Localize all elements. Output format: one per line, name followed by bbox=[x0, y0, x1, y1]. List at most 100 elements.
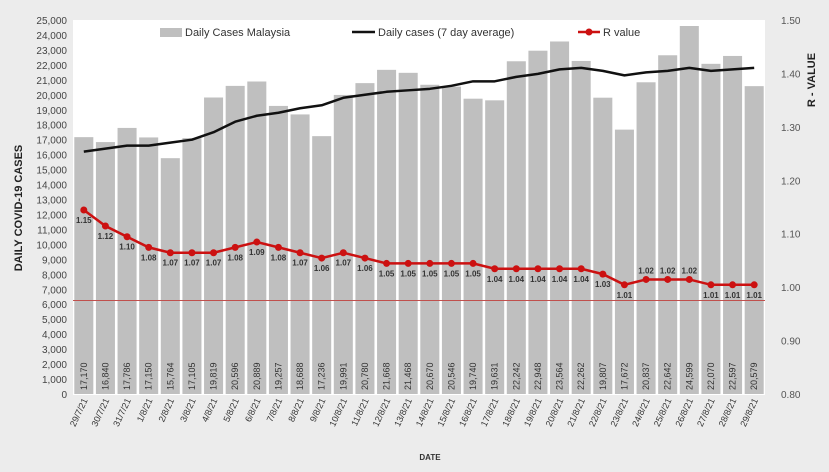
x-tick-label: 30/7/21 bbox=[89, 397, 111, 428]
bar-value-label: 19,631 bbox=[490, 362, 500, 390]
y-tick-label: 11,000 bbox=[37, 225, 67, 236]
bar bbox=[593, 97, 613, 394]
r-value-point bbox=[491, 265, 499, 273]
bar bbox=[571, 60, 591, 394]
y-tick-label: 24,000 bbox=[36, 31, 67, 42]
y2-tick-label: 1.10 bbox=[781, 230, 801, 241]
y-tick-label: 23,000 bbox=[36, 46, 67, 57]
bar-value-label: 20,546 bbox=[446, 362, 456, 390]
bar bbox=[420, 84, 440, 395]
r-value-label: 1.07 bbox=[184, 259, 200, 268]
r-value-label: 1.07 bbox=[163, 259, 179, 268]
x-tick-label: 2/8/21 bbox=[156, 397, 176, 424]
r-value-point bbox=[664, 275, 672, 283]
y-tick-label: 4,000 bbox=[42, 330, 67, 341]
r-value-label: 1.15 bbox=[76, 216, 92, 225]
r-value-point bbox=[750, 281, 758, 289]
r-value-label: 1.06 bbox=[314, 264, 330, 273]
x-tick-label: 29/8/21 bbox=[738, 397, 760, 428]
bar-value-label: 22,262 bbox=[576, 362, 586, 390]
r-value-point bbox=[404, 259, 412, 267]
y-tick-label: 9,000 bbox=[42, 255, 67, 266]
x-tick-label: 12/8/21 bbox=[371, 397, 393, 428]
y-tick-label: 3,000 bbox=[42, 345, 67, 356]
legend-label-avg: Daily cases (7 day average) bbox=[378, 27, 514, 39]
r-value-label: 1.10 bbox=[119, 243, 135, 252]
y2-tick-label: 0.90 bbox=[781, 337, 801, 348]
bar bbox=[377, 69, 397, 395]
bar-value-label: 19,257 bbox=[273, 362, 283, 390]
avg-line bbox=[83, 66, 755, 153]
r-value-label: 1.04 bbox=[487, 275, 503, 284]
bar bbox=[506, 61, 526, 395]
bar bbox=[701, 63, 721, 395]
y-tick-label: 5,000 bbox=[42, 315, 67, 326]
bar bbox=[528, 50, 548, 394]
bar-value-label: 21,468 bbox=[403, 362, 413, 390]
r-value-label: 1.06 bbox=[357, 264, 373, 273]
x-tick-label: 16/8/21 bbox=[457, 397, 479, 428]
r-value-point bbox=[729, 281, 737, 289]
x-tick-label: 17/8/21 bbox=[479, 397, 501, 428]
bar-value-label: 15,764 bbox=[165, 362, 175, 390]
y2-tick-label: 0.80 bbox=[781, 390, 801, 401]
bar-value-label: 21,668 bbox=[382, 362, 392, 390]
bar bbox=[355, 83, 375, 395]
r-value-point bbox=[210, 249, 218, 257]
x-tick-label: 9/8/21 bbox=[308, 397, 328, 424]
bar bbox=[463, 98, 483, 394]
r-value-label: 1.05 bbox=[444, 269, 460, 278]
r-value-label: 1.12 bbox=[98, 232, 114, 241]
bar bbox=[398, 72, 418, 395]
x-tick-label: 24/8/21 bbox=[630, 397, 652, 428]
r-value-point bbox=[231, 243, 239, 251]
x-tick-label: 4/8/21 bbox=[200, 397, 220, 424]
r-value-label: 1.04 bbox=[509, 275, 525, 284]
y-tick-label: 6,000 bbox=[42, 300, 67, 311]
r-value-label: 1.07 bbox=[336, 259, 352, 268]
y-tick-label: 17,000 bbox=[36, 136, 67, 147]
bar bbox=[550, 41, 570, 395]
r-value-label: 1.05 bbox=[379, 269, 395, 278]
x-tick-label: 5/8/21 bbox=[221, 397, 241, 424]
x-tick-label: 11/8/21 bbox=[349, 397, 370, 428]
r-value-label: 1.04 bbox=[530, 275, 546, 284]
bar bbox=[485, 100, 505, 394]
y-tick-label: 20,000 bbox=[36, 91, 67, 102]
y-tick-label: 8,000 bbox=[42, 270, 67, 281]
r-value-label: 1.01 bbox=[746, 291, 762, 300]
r-value-label: 1.01 bbox=[703, 291, 719, 300]
r-value-label: 1.08 bbox=[271, 253, 287, 262]
bar bbox=[441, 86, 461, 395]
r-value-point bbox=[426, 259, 434, 267]
r-value-label: 1.02 bbox=[638, 266, 654, 275]
y-tick-label: 2,000 bbox=[42, 360, 67, 371]
y2-tick-label: 1.00 bbox=[781, 283, 801, 294]
y-tick-label: 14,000 bbox=[36, 181, 67, 192]
r-value-point bbox=[534, 265, 542, 273]
bar bbox=[312, 136, 332, 394]
r-value-point bbox=[80, 206, 88, 214]
r-value-label: 1.09 bbox=[249, 248, 265, 257]
bar bbox=[333, 94, 353, 395]
x-tick-label: 31/7/21 bbox=[111, 397, 133, 428]
r-value-point bbox=[101, 222, 109, 230]
x-tick-label: 1/8/21 bbox=[135, 397, 155, 424]
x-tick-label: 13/8/21 bbox=[392, 397, 414, 428]
bar-value-label: 20,670 bbox=[425, 362, 435, 390]
r-value-point bbox=[512, 265, 520, 273]
bar-value-label: 20,780 bbox=[360, 362, 370, 390]
x-tick-label: 29/7/21 bbox=[68, 397, 90, 428]
r-value-point bbox=[707, 281, 715, 289]
r-value-label: 1.08 bbox=[227, 253, 243, 262]
bar-value-label: 19,819 bbox=[209, 362, 219, 390]
x-tick-label: 22/8/21 bbox=[587, 397, 609, 428]
bar-value-label: 22,597 bbox=[728, 362, 738, 390]
x-tick-label: 15/8/21 bbox=[435, 397, 457, 428]
r-value-label: 1.04 bbox=[573, 275, 589, 284]
r-value-point bbox=[577, 265, 585, 273]
r-value-label: 1.05 bbox=[422, 269, 438, 278]
bar bbox=[95, 142, 115, 394]
y-tick-label: 7,000 bbox=[42, 285, 67, 296]
r-value-point bbox=[339, 249, 347, 257]
